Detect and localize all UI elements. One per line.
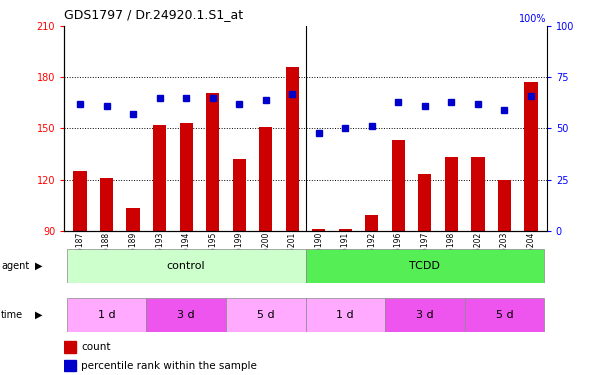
Bar (445, 158, 458, 231)
Text: 100%: 100% (519, 14, 547, 24)
Bar (338, 229, 352, 231)
Bar (306, 249, 544, 283)
Text: count: count (81, 342, 111, 352)
Text: 5 d: 5 d (257, 310, 274, 320)
Bar (385, 298, 464, 332)
Text: 3 d: 3 d (416, 310, 434, 320)
Bar (67, 249, 306, 283)
Text: 3 d: 3 d (177, 310, 195, 320)
Bar (498, 180, 511, 231)
Bar (67, 298, 147, 332)
Bar (180, 123, 193, 231)
Bar (73, 171, 87, 231)
Bar (285, 67, 299, 231)
Bar (365, 215, 378, 231)
Bar (259, 127, 273, 231)
Bar (524, 82, 538, 231)
Text: GDS1797 / Dr.24920.1.S1_at: GDS1797 / Dr.24920.1.S1_at (64, 8, 243, 21)
Bar (126, 209, 140, 231)
Text: 1 d: 1 d (98, 310, 115, 320)
Text: 5 d: 5 d (496, 310, 513, 320)
Text: ▶: ▶ (35, 261, 43, 271)
Bar (64, 341, 76, 352)
Bar (464, 298, 544, 332)
Bar (206, 93, 219, 231)
Bar (64, 360, 76, 371)
Text: ▶: ▶ (35, 310, 43, 320)
Bar (147, 298, 226, 332)
Text: TCDD: TCDD (409, 261, 441, 271)
Text: time: time (1, 310, 23, 320)
Bar (226, 298, 306, 332)
Bar (312, 229, 326, 231)
Bar (153, 125, 166, 231)
Bar (233, 159, 246, 231)
Bar (471, 158, 485, 231)
Bar (418, 174, 431, 231)
Text: percentile rank within the sample: percentile rank within the sample (81, 361, 257, 370)
Bar (100, 178, 113, 231)
Text: control: control (167, 261, 205, 271)
Text: agent: agent (1, 261, 29, 271)
Text: 1 d: 1 d (337, 310, 354, 320)
Bar (392, 140, 405, 231)
Bar (306, 298, 385, 332)
